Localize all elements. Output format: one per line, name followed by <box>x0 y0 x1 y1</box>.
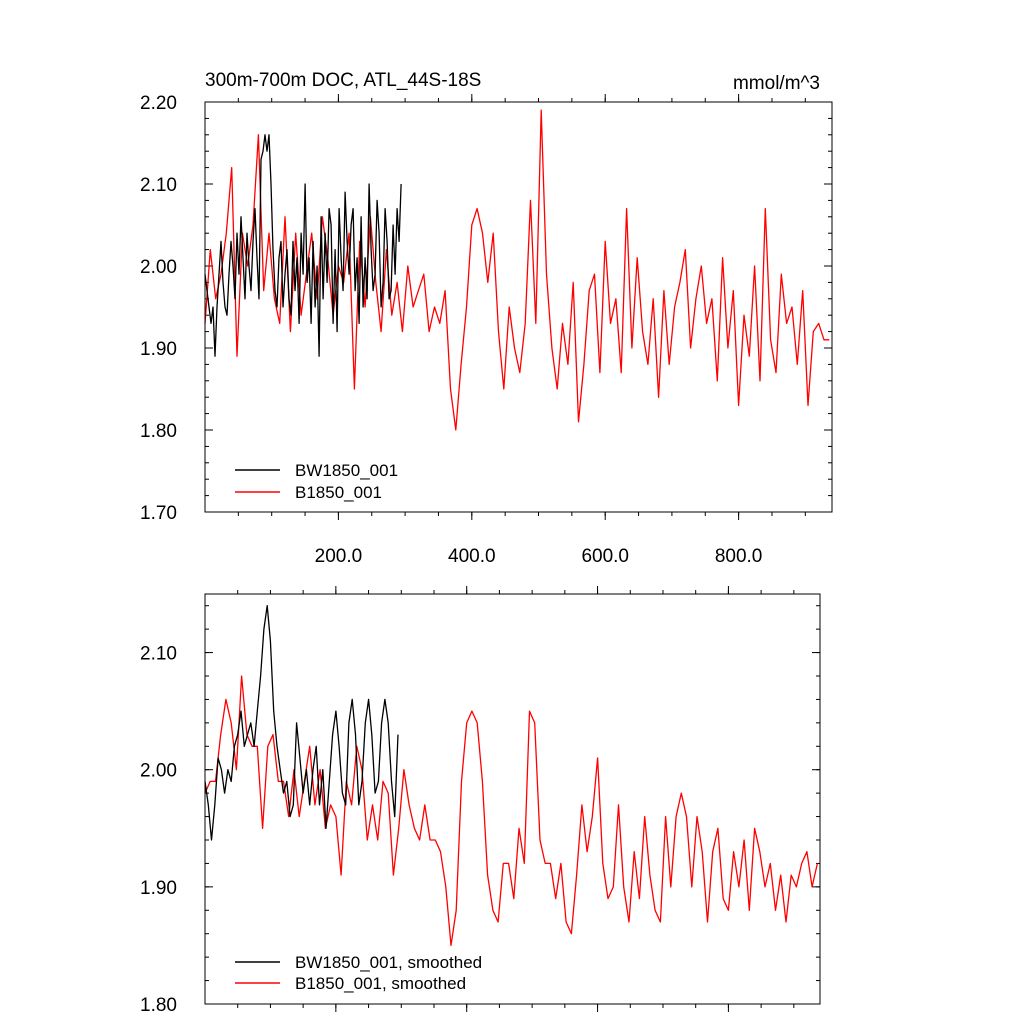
bottom-chart-panel: 1.80 1.90 2.00 2.10 BW1850_001, smoothed B1… <box>140 586 821 1016</box>
x-tick-label: 200.0 <box>315 546 363 567</box>
series-line-bw1850 <box>204 134 402 357</box>
legend-label-b1850-smoothed: B1850_001, smoothed <box>295 974 466 993</box>
y-tick-label: 2.20 <box>140 93 177 114</box>
legend-label-bw1850-smoothed: BW1850_001, smoothed <box>295 953 482 972</box>
y-tick-label: 2.00 <box>140 257 177 278</box>
top-chart-legend: BW1850_001 B1850_001 <box>235 461 398 502</box>
y-tick-label: 2.10 <box>140 644 177 665</box>
x-tick-label: 800.0 <box>715 546 763 567</box>
y-tick-label: 1.90 <box>140 878 177 899</box>
top-chart-frame <box>204 101 833 513</box>
x-tick-label: 400.0 <box>448 546 496 567</box>
series-line-b1850-smoothed <box>204 675 819 947</box>
bottom-chart-axes: 1.80 1.90 2.00 2.10 <box>140 586 820 1016</box>
chart-title: 300m-700m DOC, ATL_44S-18S <box>205 70 481 91</box>
legend-label-bw1850: BW1850_001 <box>295 461 398 480</box>
x-tick-label: 600.0 <box>581 546 629 567</box>
series-line-b1850 <box>204 109 830 431</box>
y-tick-label: 2.10 <box>140 175 177 196</box>
y-tick-label: 1.80 <box>140 995 177 1016</box>
top-chart-axes: 1.70 1.80 1.90 2.00 2.10 2.20 200.0 400.0 600.0 8… <box>140 93 832 567</box>
y-tick-label: 1.80 <box>140 421 177 442</box>
y-tick-label: 2.00 <box>140 761 177 782</box>
legend-label-b1850: B1850_001 <box>295 483 382 502</box>
bottom-chart-frame <box>204 593 821 1005</box>
units-label: mmol/m^3 <box>733 73 820 94</box>
bottom-chart-legend: BW1850_001, smoothed B1850_001, smoothed <box>235 953 482 993</box>
series-line-bw1850-smoothed <box>204 605 399 841</box>
y-tick-label: 1.70 <box>140 503 177 524</box>
bottom-chart-series <box>204 605 819 947</box>
y-tick-label: 1.90 <box>140 339 177 360</box>
top-chart-series <box>204 109 830 431</box>
top-chart-panel: 300m-700m DOC, ATL_44S-18S mmol/m^3 1.70… <box>140 70 833 567</box>
